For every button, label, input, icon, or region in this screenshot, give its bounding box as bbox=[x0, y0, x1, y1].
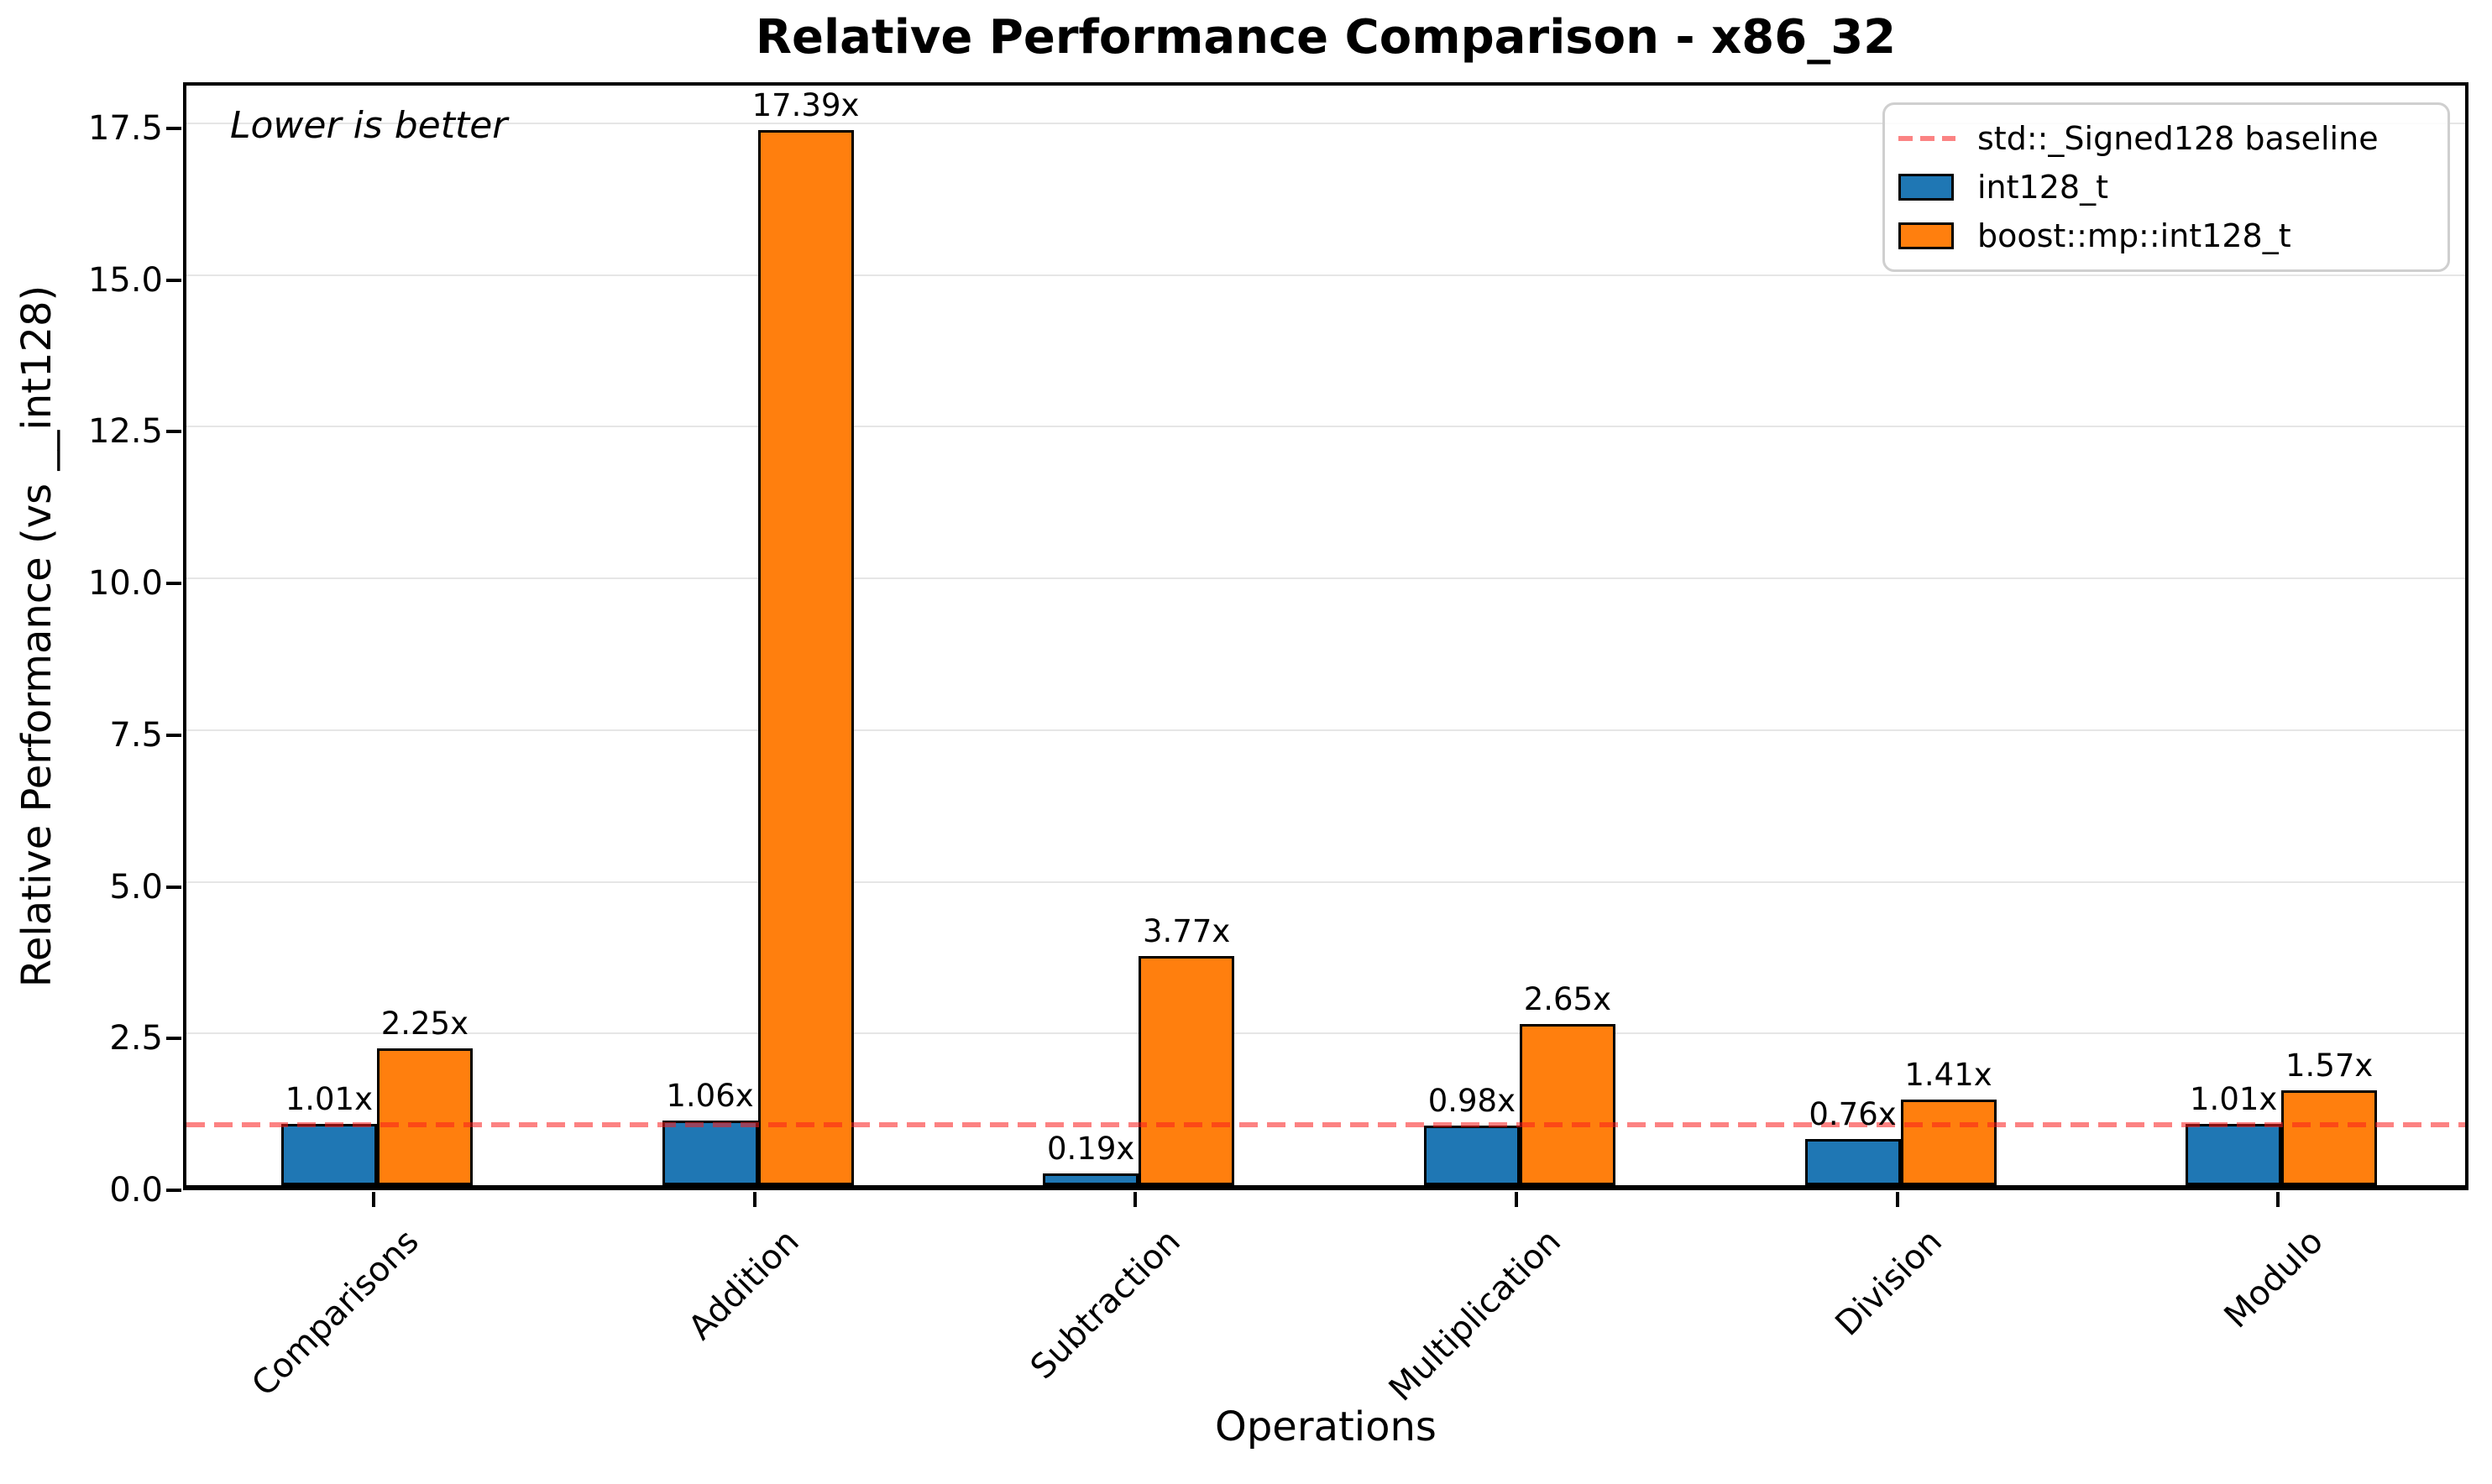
y-tick-mark bbox=[166, 733, 181, 737]
x-tick-label-Comparisons: Comparisons bbox=[243, 1222, 427, 1404]
x-tick-label-Division: Division bbox=[1828, 1222, 1950, 1344]
x-tick-mark bbox=[1133, 1192, 1138, 1207]
bar-int128_t-Comparisons bbox=[280, 1124, 377, 1185]
gridline bbox=[186, 122, 2465, 124]
x-axis-label: Operations bbox=[1215, 1403, 1437, 1450]
x-tick-label-Multiplication: Multiplication bbox=[1381, 1222, 1569, 1409]
y-tick-label: 7.5 bbox=[109, 715, 163, 755]
int128-swatch bbox=[1898, 174, 1954, 201]
bar-value-label: 1.01x bbox=[285, 1081, 373, 1117]
y-tick-label: 15.0 bbox=[87, 260, 163, 300]
gridline bbox=[186, 577, 2465, 580]
bar-boost::mp::int128_t-Subtraction bbox=[1139, 956, 1235, 1185]
gridline bbox=[186, 880, 2465, 883]
boost-swatch-wrap bbox=[1898, 222, 1955, 249]
bar-int128_t-Subtraction bbox=[1043, 1173, 1139, 1185]
gridline bbox=[186, 274, 2465, 276]
legend-label-boost: boost::mp::int128_t bbox=[1977, 217, 2291, 254]
x-tick-mark bbox=[2276, 1192, 2280, 1207]
bar-value-label: 1.57x bbox=[2285, 1047, 2374, 1084]
x-tick-mark bbox=[1895, 1192, 1899, 1207]
bar-int128_t-Addition bbox=[662, 1121, 758, 1185]
bar-value-label: 1.01x bbox=[2190, 1081, 2278, 1117]
baseline-dash-sample bbox=[1898, 136, 1955, 141]
bar-boost::mp::int128_t-Multiplication bbox=[1519, 1024, 1615, 1185]
baseline-rule bbox=[186, 1121, 2465, 1127]
bar-value-label: 1.06x bbox=[666, 1078, 754, 1115]
y-tick-mark bbox=[166, 1189, 181, 1192]
gridline bbox=[186, 1032, 2465, 1035]
legend-item-boost: boost::mp::int128_t bbox=[1898, 212, 2439, 259]
x-tick-mark bbox=[371, 1192, 375, 1207]
bar-int128_t-Division bbox=[1804, 1139, 1901, 1185]
boost-swatch bbox=[1898, 222, 1954, 249]
y-tick-mark bbox=[166, 582, 181, 586]
bar-value-label: 3.77x bbox=[1143, 913, 1231, 950]
x-tick-label-Modulo: Modulo bbox=[2217, 1222, 2331, 1336]
x-tick-mark bbox=[1514, 1192, 1518, 1207]
legend-label-int128: int128_t bbox=[1977, 169, 2108, 206]
bar-value-label: 2.25x bbox=[380, 1006, 469, 1042]
y-tick-mark bbox=[166, 885, 181, 889]
y-tick-mark bbox=[166, 1037, 181, 1041]
y-tick-label: 2.5 bbox=[109, 1019, 163, 1058]
y-tick-mark bbox=[166, 278, 181, 282]
legend-item-baseline: std::_Signed128 baseline bbox=[1898, 115, 2439, 162]
x-tick-label-Subtraction: Subtraction bbox=[1023, 1222, 1188, 1387]
bar-value-label: 0.19x bbox=[1047, 1131, 1135, 1168]
legend-label-baseline: std::_Signed128 baseline bbox=[1977, 120, 2379, 157]
y-tick-mark bbox=[166, 430, 181, 434]
legend: std::_Signed128 baseline int128_t boost:… bbox=[1882, 102, 2450, 272]
bar-boost::mp::int128_t-Addition bbox=[757, 129, 854, 1185]
gridline bbox=[186, 729, 2465, 731]
y-tick-label: 0.0 bbox=[109, 1171, 163, 1210]
y-tick-label: 12.5 bbox=[87, 412, 163, 452]
y-tick-label: 17.5 bbox=[87, 108, 163, 148]
gridline bbox=[186, 426, 2465, 428]
x-tick-label-Addition: Addition bbox=[681, 1222, 808, 1348]
y-tick-label: 10.0 bbox=[87, 564, 163, 604]
y-tick-mark bbox=[166, 126, 181, 130]
x-tick-mark bbox=[752, 1192, 756, 1207]
bar-value-label: 0.76x bbox=[1809, 1096, 1897, 1133]
bar-value-label: 1.41x bbox=[1904, 1057, 1992, 1094]
legend-item-int128: int128_t bbox=[1898, 164, 2439, 211]
y-tick-label: 5.0 bbox=[109, 867, 163, 907]
bar-value-label: 0.98x bbox=[1427, 1083, 1516, 1120]
bar-int128_t-Multiplication bbox=[1423, 1126, 1520, 1185]
bar-boost::mp::int128_t-Comparisons bbox=[376, 1048, 473, 1185]
bar-value-label: 17.39x bbox=[751, 86, 860, 123]
annotation-lower-is-better: Lower is better bbox=[230, 104, 508, 147]
bar-value-label: 2.65x bbox=[1523, 981, 1611, 1018]
int128-swatch-wrap bbox=[1898, 174, 1955, 201]
bar-boost::mp::int128_t-Division bbox=[1900, 1100, 1997, 1185]
chart-title: Relative Performance Comparison - x86_32 bbox=[755, 10, 1897, 65]
baseline-dash-icon bbox=[1898, 136, 1955, 141]
bar-int128_t-Modulo bbox=[2186, 1124, 2282, 1185]
bar-boost::mp::int128_t-Modulo bbox=[2281, 1089, 2378, 1185]
